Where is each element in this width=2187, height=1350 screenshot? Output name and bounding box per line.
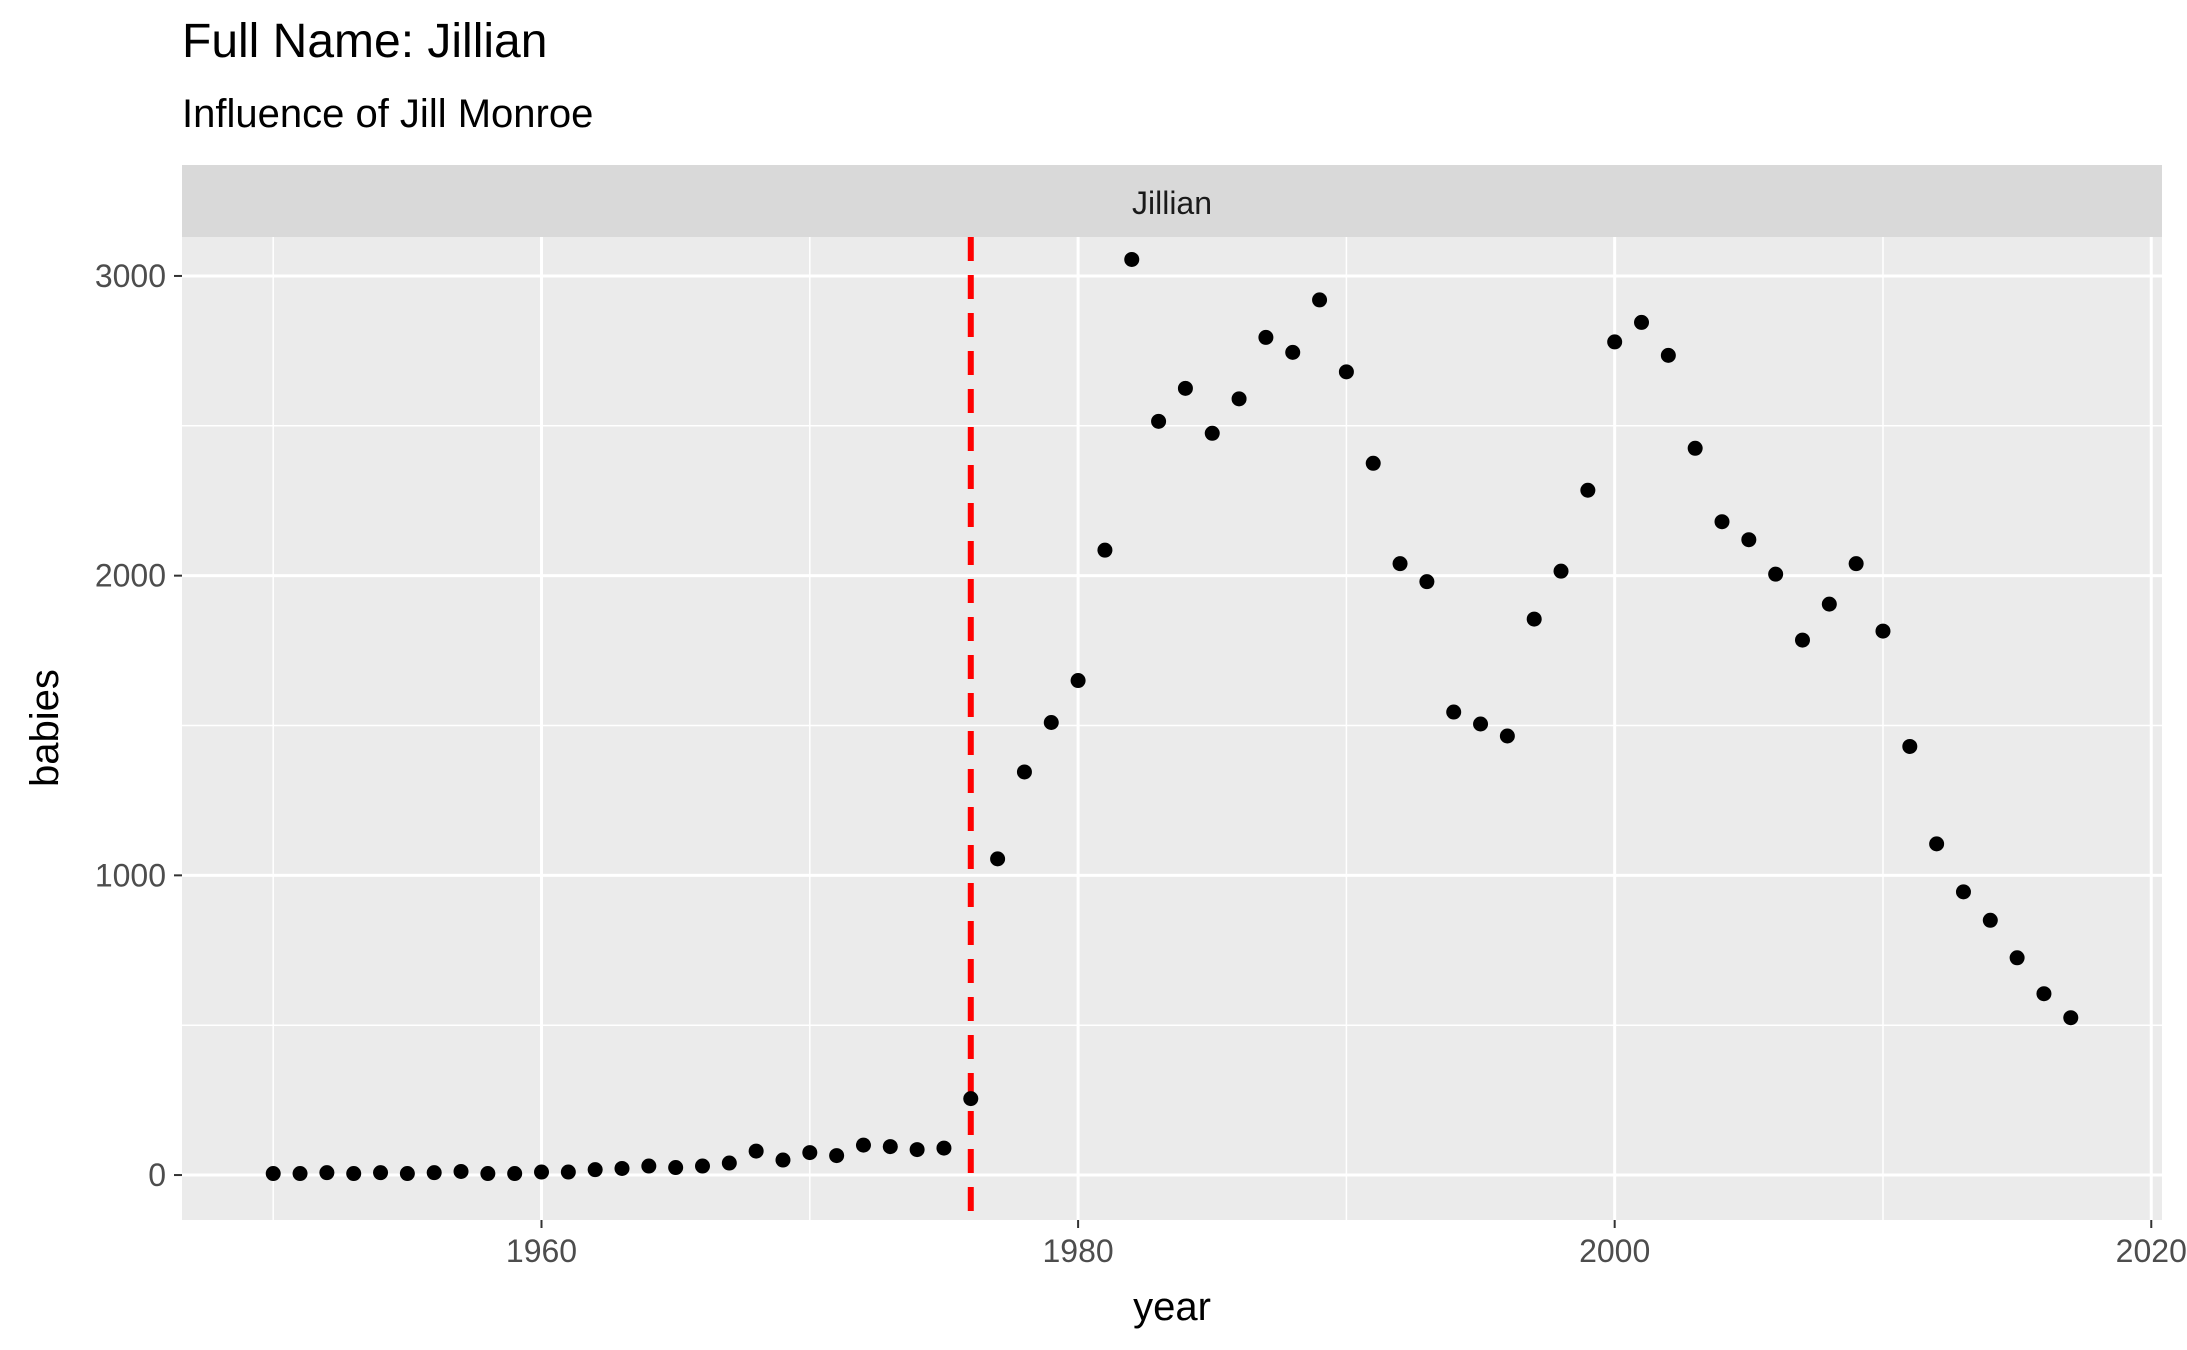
data-point — [346, 1166, 362, 1182]
data-point — [694, 1158, 710, 1174]
data-point — [721, 1155, 737, 1171]
data-point — [1553, 563, 1569, 579]
data-point — [1929, 836, 1945, 852]
minor-gridlines — [182, 237, 2162, 1220]
data-point — [453, 1163, 469, 1179]
x-axis-ticks: 1960 1980 2000 2020 — [506, 1220, 2187, 1269]
y-axis-ticks: 0 1000 2000 3000 — [95, 258, 182, 1193]
x-tick-label: 2020 — [2116, 1233, 2187, 1269]
data-point — [1634, 314, 1650, 330]
y-tick-label: 2000 — [95, 558, 166, 594]
data-point — [1902, 738, 1918, 754]
data-point — [399, 1166, 415, 1182]
data-point — [668, 1160, 684, 1176]
data-point — [426, 1165, 442, 1181]
data-point — [534, 1164, 550, 1180]
data-point — [1204, 425, 1220, 441]
data-point — [1446, 704, 1462, 720]
data-point — [1124, 251, 1140, 267]
data-point — [882, 1139, 898, 1155]
data-point — [1741, 532, 1757, 548]
x-tick-label: 1960 — [506, 1233, 577, 1269]
data-point — [1016, 764, 1032, 780]
data-point — [1607, 334, 1623, 350]
data-point — [1312, 292, 1328, 308]
data-point — [1794, 632, 1810, 648]
data-point — [1955, 884, 1971, 900]
data-point — [1070, 673, 1086, 689]
data-point — [1151, 413, 1167, 429]
data-point — [1526, 611, 1542, 627]
data-point — [373, 1165, 389, 1181]
y-tick-label: 0 — [148, 1157, 166, 1193]
x-tick-label: 2000 — [1579, 1233, 1650, 1269]
data-point — [1338, 364, 1354, 380]
data-point — [1982, 912, 1998, 928]
data-point — [1714, 514, 1730, 530]
chart-subtitle: Influence of Jill Monroe — [182, 92, 594, 136]
data-point — [507, 1166, 523, 1182]
plot-panel — [182, 237, 2162, 1220]
data-point — [1097, 542, 1113, 558]
data-point — [1043, 715, 1059, 731]
y-tick-label: 3000 — [95, 258, 166, 294]
chart-title: Full Name: Jillian — [182, 15, 548, 68]
data-point — [748, 1143, 764, 1159]
data-point — [641, 1158, 657, 1174]
data-point — [1473, 716, 1489, 732]
data-point — [1660, 347, 1676, 363]
data-point — [802, 1145, 818, 1161]
data-point — [1848, 556, 1864, 572]
data-point — [775, 1152, 791, 1168]
y-tick-label: 1000 — [95, 857, 166, 893]
data-point — [963, 1091, 979, 1107]
data-point — [1258, 329, 1274, 345]
data-point — [1687, 440, 1703, 456]
data-point — [855, 1137, 871, 1153]
y-axis-label: babies — [23, 669, 67, 787]
data-points — [265, 251, 2079, 1182]
data-point — [587, 1162, 603, 1178]
data-point — [1365, 455, 1381, 471]
data-point — [829, 1148, 845, 1164]
data-point — [1285, 344, 1301, 360]
data-point — [2063, 1010, 2079, 1026]
data-point — [1392, 556, 1408, 572]
data-point — [1768, 566, 1784, 582]
data-point — [936, 1140, 952, 1156]
facet-strip — [182, 165, 2162, 237]
data-point — [292, 1166, 308, 1182]
data-point — [1499, 728, 1515, 744]
x-axis-label: year — [1133, 1285, 1211, 1329]
data-point — [1419, 574, 1435, 590]
data-point — [1580, 482, 1596, 498]
data-point — [1875, 623, 1891, 639]
data-point — [1231, 391, 1247, 407]
data-point — [265, 1166, 281, 1182]
facet-strip-label: Jillian — [1132, 185, 1212, 221]
data-point — [990, 851, 1006, 867]
data-point — [560, 1164, 576, 1180]
data-point — [909, 1142, 925, 1158]
data-point — [1177, 380, 1193, 396]
data-point — [614, 1160, 630, 1176]
data-point — [319, 1165, 335, 1181]
data-point — [2036, 986, 2052, 1002]
data-point — [480, 1166, 496, 1182]
x-tick-label: 1980 — [1043, 1233, 1114, 1269]
data-point — [2009, 950, 2025, 966]
data-point — [1821, 596, 1837, 612]
